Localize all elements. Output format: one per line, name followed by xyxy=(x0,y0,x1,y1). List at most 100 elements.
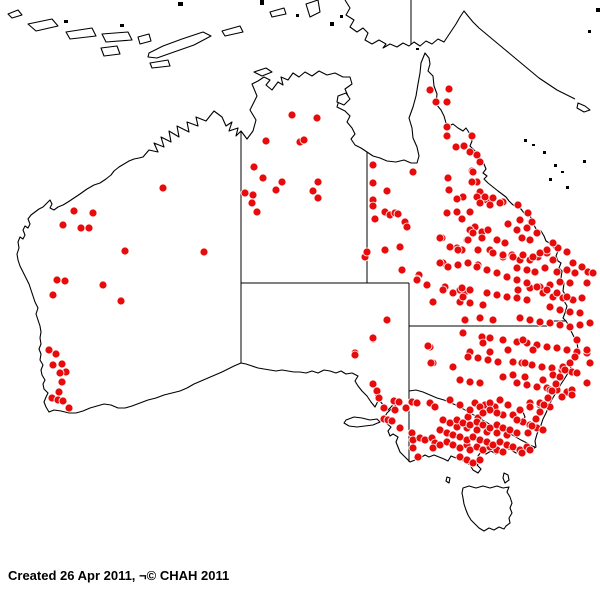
occurrence-dot xyxy=(551,379,561,389)
occurrence-dot xyxy=(248,190,258,200)
occurrence-dot xyxy=(508,252,518,262)
occurrence-dot xyxy=(528,345,538,355)
occurrence-dot xyxy=(426,358,436,368)
occurrence-dot xyxy=(387,416,397,426)
small-islet xyxy=(549,178,552,181)
occurrence-dot xyxy=(425,85,435,95)
island-outline xyxy=(461,485,513,532)
occurrence-dot xyxy=(568,258,578,268)
occurrence-dot xyxy=(116,296,126,306)
occurrence-dot xyxy=(448,362,458,372)
occurrence-dot xyxy=(448,288,458,298)
occurrence-dot xyxy=(475,198,485,208)
island-outline xyxy=(576,102,591,113)
occurrence-dot xyxy=(430,402,440,412)
small-islet xyxy=(178,2,183,6)
occurrence-dot xyxy=(463,258,473,268)
occurrence-dot xyxy=(520,358,530,368)
occurrence-dot xyxy=(465,377,475,387)
small-islet xyxy=(64,20,68,23)
occurrence-dot xyxy=(555,320,565,330)
occurrence-dot xyxy=(57,377,67,387)
occurrence-dot xyxy=(552,267,562,277)
occurrence-dot xyxy=(475,157,485,167)
occurrence-dot xyxy=(313,193,323,203)
occurrence-dot xyxy=(51,349,61,359)
island-outline xyxy=(336,92,351,106)
occurrence-dot xyxy=(495,198,505,208)
occurrence-dot xyxy=(452,207,462,217)
island-outline xyxy=(65,27,97,40)
occurrence-dot xyxy=(287,110,297,120)
island-outline xyxy=(502,472,510,484)
occurrence-dot xyxy=(478,338,488,348)
occurrence-dot xyxy=(565,307,575,317)
occurrence-dot xyxy=(408,167,418,177)
occurrence-dot xyxy=(467,131,477,141)
occurrence-dot xyxy=(451,142,461,152)
occurrence-dot xyxy=(548,238,558,248)
occurrence-dot xyxy=(575,320,585,330)
occurrence-dot xyxy=(473,245,483,255)
occurrence-dot xyxy=(560,365,570,375)
occurrence-dot xyxy=(522,278,532,288)
occurrence-dot xyxy=(258,173,268,183)
occurrence-dot xyxy=(512,428,522,438)
occurrence-dot xyxy=(368,160,378,170)
occurrence-dot xyxy=(368,379,378,389)
occurrence-dot xyxy=(548,255,558,265)
occurrence-dot xyxy=(413,452,423,462)
occurrence-dot xyxy=(393,209,403,219)
occurrence-dot xyxy=(503,345,513,355)
occurrence-dot xyxy=(475,313,485,323)
island-outline xyxy=(343,416,381,428)
occurrence-dot xyxy=(308,186,318,196)
occurrence-dot xyxy=(453,245,463,255)
occurrence-dot xyxy=(158,183,168,193)
occurrence-dot xyxy=(492,235,502,245)
occurrence-dot xyxy=(475,455,485,465)
occurrence-dot xyxy=(508,357,518,367)
occurrence-dot xyxy=(443,262,453,272)
small-islet xyxy=(554,164,557,167)
occurrence-dot xyxy=(498,372,508,382)
occurrence-dot xyxy=(555,372,565,382)
occurrence-dot xyxy=(492,290,502,300)
occurrence-dot xyxy=(457,214,467,224)
occurrence-dot xyxy=(368,178,378,188)
occurrence-dot xyxy=(518,250,528,260)
occurrence-dot xyxy=(98,280,108,290)
occurrence-dot xyxy=(55,368,65,378)
occurrence-dot xyxy=(52,275,62,285)
occurrence-dot xyxy=(527,217,537,227)
occurrence-dot xyxy=(247,198,257,208)
occurrence-dot xyxy=(547,386,557,396)
occurrence-dot xyxy=(379,403,389,413)
occurrence-dot xyxy=(502,292,512,302)
occurrence-dot xyxy=(502,272,512,282)
occurrence-dot xyxy=(374,393,384,403)
occurrence-dot xyxy=(513,200,523,210)
occurrence-dot xyxy=(473,353,483,363)
island-outline xyxy=(100,45,121,57)
small-islet xyxy=(596,8,600,12)
occurrence-dot xyxy=(368,333,378,343)
occurrence-dot xyxy=(485,347,495,357)
occurrence-dot xyxy=(44,345,54,355)
occurrence-dot xyxy=(585,358,595,368)
occurrence-dot xyxy=(312,113,322,123)
occurrence-dot xyxy=(465,207,475,217)
occurrence-dot xyxy=(362,247,372,257)
occurrence-dot xyxy=(523,208,533,218)
small-islet xyxy=(588,30,591,33)
occurrence-dot xyxy=(532,382,542,392)
occurrence-dot xyxy=(538,425,548,435)
occurrence-dot xyxy=(477,233,487,243)
occurrence-dot xyxy=(442,122,452,132)
island-outline xyxy=(149,59,171,69)
occurrence-dot xyxy=(577,293,587,303)
island-outline xyxy=(253,67,273,77)
occurrence-dot xyxy=(459,141,469,151)
occurrence-dot xyxy=(575,308,585,318)
occurrence-dot xyxy=(545,302,555,312)
